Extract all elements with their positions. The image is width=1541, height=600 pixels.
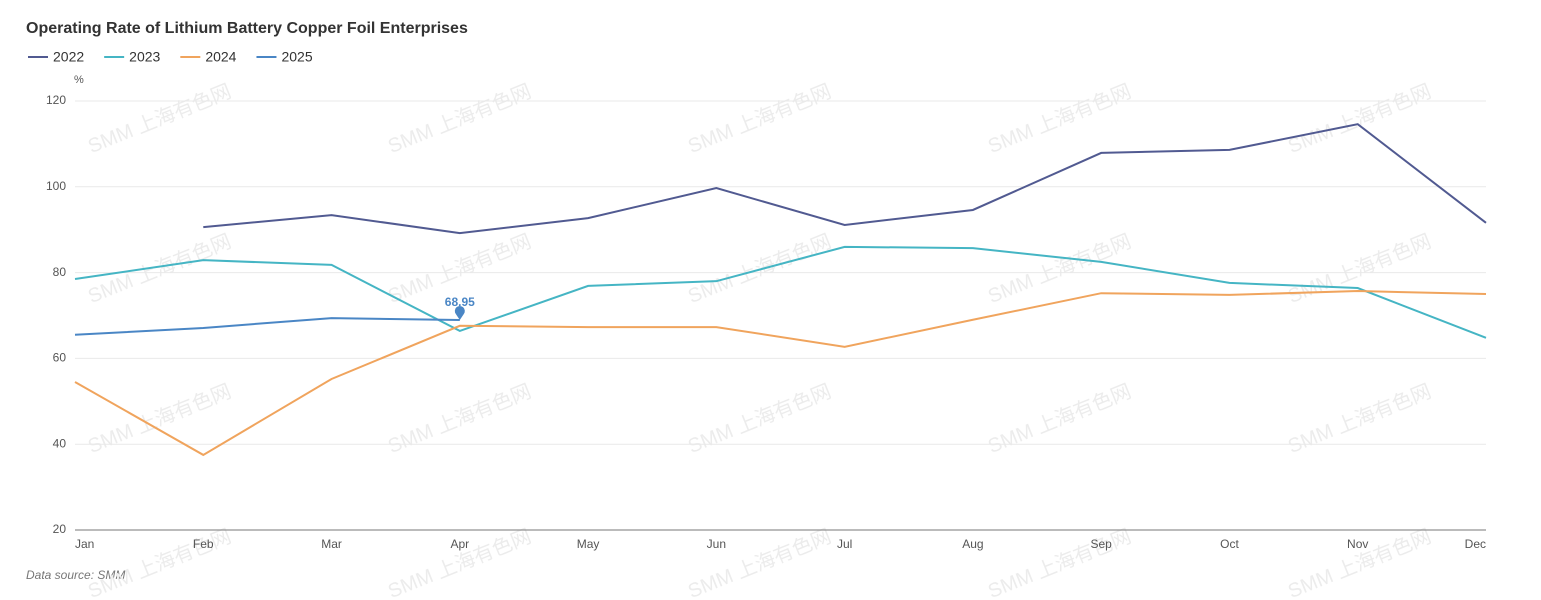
watermark: SMM 上海有色网 xyxy=(985,80,1135,158)
legend-label: 2025 xyxy=(281,49,312,65)
x-tick-label: Jul xyxy=(837,537,852,551)
y-unit: % xyxy=(74,74,84,86)
x-tick-label: Dec xyxy=(1465,537,1486,551)
watermark: SMM 上海有色网 xyxy=(1285,230,1435,308)
watermark: SMM 上海有色网 xyxy=(385,80,535,158)
x-tick-label: Sep xyxy=(1091,537,1113,551)
watermark: SMM 上海有色网 xyxy=(85,230,235,308)
watermark: SMM 上海有色网 xyxy=(685,525,835,600)
chart-title: Operating Rate of Lithium Battery Copper… xyxy=(26,20,468,37)
watermark: SMM 上海有色网 xyxy=(1285,525,1435,600)
watermark: SMM 上海有色网 xyxy=(685,380,835,458)
legend-label: 2022 xyxy=(53,49,84,65)
legend-label: 2024 xyxy=(205,49,236,65)
y-tick-label: 100 xyxy=(46,179,66,193)
y-tick-label: 120 xyxy=(46,93,66,107)
x-tick-label: Apr xyxy=(450,537,469,551)
x-tick-label: Mar xyxy=(321,537,342,551)
data-label: 68.95 xyxy=(445,295,475,309)
watermark: SMM 上海有色网 xyxy=(385,525,535,600)
series-line xyxy=(203,123,1487,235)
series-line xyxy=(74,290,1487,457)
x-tick-label: Aug xyxy=(962,537,983,551)
x-tick-label: May xyxy=(577,537,600,551)
y-tick-label: 80 xyxy=(53,265,67,279)
data-source: Data source: SMM xyxy=(26,568,125,582)
watermark: SMM 上海有色网 xyxy=(85,80,235,158)
series-line xyxy=(74,245,1487,339)
x-tick-label: Jan xyxy=(75,537,94,551)
watermark: SMM 上海有色网 xyxy=(985,380,1135,458)
watermark: SMM 上海有色网 xyxy=(985,230,1135,308)
watermark: SMM 上海有色网 xyxy=(1285,80,1435,158)
point-pin xyxy=(454,306,465,321)
y-tick-label: 40 xyxy=(53,436,67,450)
series-line xyxy=(74,317,460,336)
x-tick-label: Oct xyxy=(1220,537,1239,551)
watermark: SMM 上海有色网 xyxy=(85,380,235,458)
y-tick-label: 60 xyxy=(53,351,67,365)
watermark: SMM 上海有色网 xyxy=(385,380,535,458)
watermark: SMM 上海有色网 xyxy=(1285,380,1435,458)
x-tick-label: Jun xyxy=(707,537,726,551)
x-tick-label: Feb xyxy=(193,537,214,551)
watermark: SMM 上海有色网 xyxy=(985,525,1135,600)
watermark: SMM 上海有色网 xyxy=(85,525,235,600)
legend-label: 2023 xyxy=(129,49,160,65)
x-tick-label: Nov xyxy=(1347,537,1368,551)
watermark: SMM 上海有色网 xyxy=(685,80,835,158)
y-tick-label: 20 xyxy=(53,522,67,536)
